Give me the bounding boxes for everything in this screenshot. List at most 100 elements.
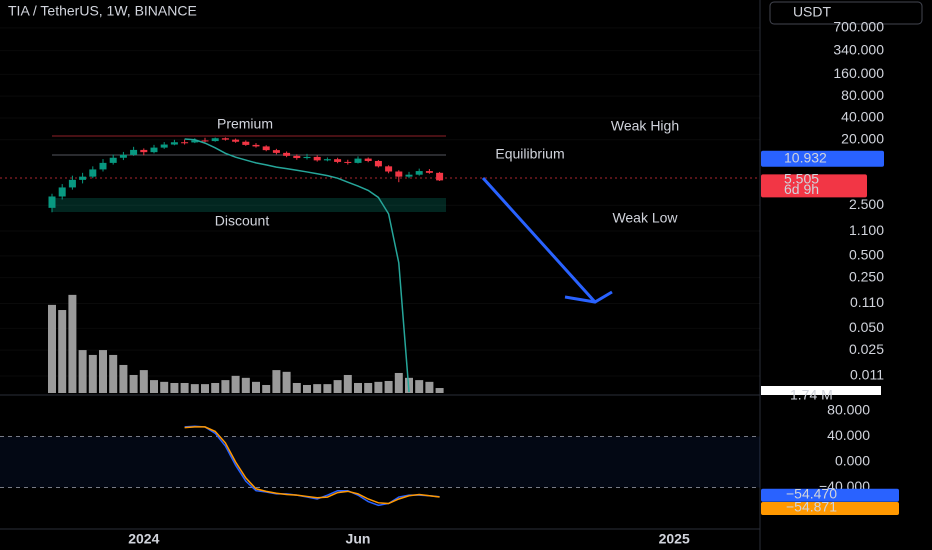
value-tag-label: −54.470 [786, 485, 837, 501]
candle-body [252, 144, 260, 147]
volume-bar [109, 354, 118, 393]
candle-body [89, 169, 97, 177]
candle-body [415, 171, 423, 175]
candle-body [191, 140, 199, 143]
volume-bar [68, 294, 77, 393]
candle-body [232, 139, 240, 142]
candle-body [374, 160, 382, 167]
volume-bar [231, 375, 240, 393]
value-tag [761, 501, 899, 515]
y-tick-label: 340.000 [833, 41, 884, 57]
volume-bar [313, 384, 322, 393]
volume-bar [394, 372, 403, 393]
candle-body [323, 159, 331, 161]
volume-bar [201, 384, 209, 393]
candle-body [109, 157, 117, 163]
volume-bar [78, 350, 87, 393]
candle-body [79, 176, 87, 180]
volume-bar [303, 384, 311, 393]
y-tick-label: 80.000 [841, 87, 884, 103]
candle-body [283, 152, 291, 156]
candle-body [344, 161, 352, 163]
candle-body [313, 156, 321, 161]
candle-body [436, 172, 444, 181]
volume-bar [99, 350, 107, 393]
candle-body [334, 159, 342, 162]
zone-label: Weak High [611, 118, 679, 134]
candle-body [385, 166, 393, 172]
y-tick-label: 40.000 [827, 427, 870, 443]
currency-button[interactable] [769, 1, 923, 25]
volume-bar [119, 364, 128, 393]
oscillator-line [184, 425, 440, 507]
y-tick-label: 0.011 [850, 367, 884, 383]
volume-bar [211, 382, 220, 393]
candle-body [395, 171, 403, 177]
volume-bar [252, 381, 260, 393]
y-tick-label: 0.500 [849, 247, 884, 263]
last-price-label: 5.505 [784, 171, 819, 187]
y-tick-label: 40.000 [841, 109, 884, 125]
x-tick-label: 2024 [128, 531, 159, 547]
y-tick-label: 80.000 [827, 402, 870, 418]
volume-bar [425, 381, 434, 393]
y-tick-label: 1.100 [849, 222, 884, 238]
volume-bar [364, 382, 373, 393]
y-tick-label: 160.000 [833, 65, 884, 81]
candle-body [425, 171, 433, 173]
x-tick-label: 2025 [659, 531, 690, 547]
volume-bar [292, 382, 301, 393]
countdown-label: 6d 9h [784, 181, 819, 197]
last-price-tag [761, 174, 867, 198]
candle-body [99, 162, 107, 170]
y-tick-label: 0.050 [849, 319, 884, 335]
candle-body [58, 187, 66, 197]
candle-body [48, 196, 56, 208]
volume-tag [761, 386, 881, 395]
volume-bar [282, 371, 291, 393]
candle-body [272, 150, 280, 153]
volume-bar [272, 370, 281, 393]
candle-body [405, 174, 413, 177]
zone-label: Discount [215, 213, 270, 229]
candle-body [119, 154, 127, 158]
value-tag-label: −54.871 [786, 499, 837, 515]
volume-bar [150, 380, 158, 393]
volume-bar [190, 384, 199, 393]
x-tick-label: Jun [346, 531, 371, 547]
volume-bar [139, 370, 148, 393]
volume-bar [354, 382, 362, 393]
volume-bar [323, 384, 332, 393]
volume-bar [435, 388, 444, 393]
discount-zone [52, 198, 446, 212]
candle-body [170, 142, 178, 145]
volume-bar [415, 380, 424, 393]
volume-bar [129, 374, 138, 393]
candle-body [68, 179, 76, 188]
y-tick-label: 0.250 [849, 268, 884, 284]
candle-body [262, 146, 270, 151]
y-tick-label: 700.000 [833, 19, 884, 35]
oscillator-band [0, 436, 760, 488]
drawn-arrow [481, 176, 613, 304]
y-tick-label: 0.110 [850, 294, 884, 310]
price-tag [761, 150, 884, 167]
candle-body [181, 142, 189, 144]
chart-title: TIA / TetherUS, 1W, BINANCE [8, 3, 197, 19]
volume-bar [262, 384, 271, 393]
volume-bar [241, 377, 250, 393]
candle-body [303, 156, 311, 159]
candle-body [130, 149, 138, 155]
candle-body [354, 158, 362, 163]
candle-body [150, 147, 158, 153]
volume-tag-label: 1.74 M [790, 387, 833, 403]
candle-body [140, 149, 148, 153]
volume-bar [180, 382, 189, 393]
y-tick-label: 0.025 [849, 341, 884, 357]
candle-body [160, 144, 168, 148]
volume-bar [374, 381, 383, 393]
currency-label[interactable]: USDT [793, 4, 832, 20]
